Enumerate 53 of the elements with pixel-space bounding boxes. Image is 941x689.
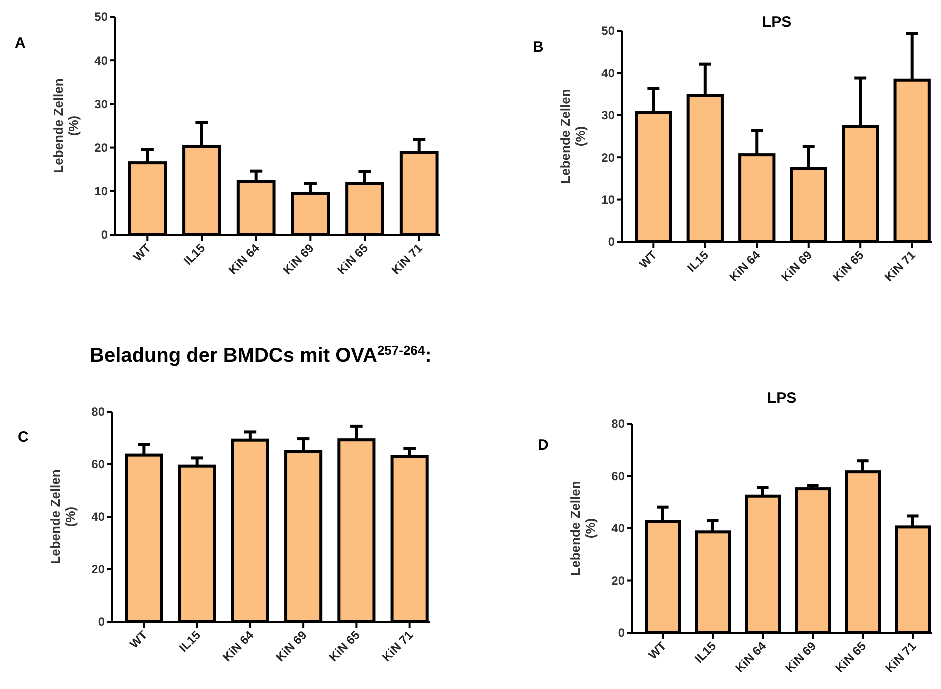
text: B (533, 39, 544, 56)
y-tick-label: 50 (94, 10, 108, 24)
x-tick-label: WT (130, 240, 154, 264)
x-tick-label: KiN 69 (273, 628, 310, 665)
y-tick-label: 60 (92, 458, 106, 472)
x-tick-label: KiN 65 (334, 241, 372, 278)
x-tick-label: KiN 69 (280, 241, 318, 278)
x-tick-label: KiN 69 (782, 639, 820, 676)
x-tick-label: KiN 65 (326, 628, 364, 665)
y-tick-label: 30 (602, 108, 616, 123)
text: D (538, 437, 549, 454)
y-axis-title: Lebende Zellen (%) (51, 78, 82, 174)
x-tick-label: KiN 64 (226, 241, 263, 278)
text: C (18, 429, 29, 446)
x-tick-label: KiN 64 (732, 639, 770, 676)
x-tick-label: KiN 71 (882, 639, 920, 676)
x-tick-label: KiN 65 (832, 639, 870, 676)
y-tick-label: 10 (602, 193, 616, 207)
y-tick-label: 80 (612, 417, 626, 432)
y-tick-label: 0 (101, 228, 108, 242)
y-tick-label: 40 (94, 54, 108, 68)
text: A (15, 35, 26, 52)
y-tick-label: 20 (612, 574, 626, 588)
y-tick-label: 50 (602, 24, 616, 38)
x-tick-label: KiN 71 (380, 628, 416, 665)
y-tick-label: 0 (608, 235, 616, 250)
y-tick-label: 10 (94, 184, 108, 199)
x-tick-label: KiN 65 (830, 248, 867, 285)
x-tick-label: WT (646, 638, 670, 662)
y-tick-label: 80 (92, 405, 106, 420)
y-axis-title: Lebende Zellen (%) (558, 89, 588, 184)
y-axis-title: Lebende Zellen (%) (48, 470, 78, 564)
y-tick-label: 30 (94, 97, 108, 112)
y-tick-label: 40 (602, 66, 616, 80)
y-axis-title: Lebende Zellen (%) (568, 481, 598, 576)
x-tick-label: WT (127, 628, 151, 652)
chart-title: LPS (762, 14, 792, 31)
y-tick-label: 0 (98, 615, 106, 630)
x-tick-label: KiN 69 (778, 248, 816, 285)
x-tick-label: WT (636, 248, 660, 272)
y-tick-label: 20 (92, 562, 106, 577)
chart-title: LPS (767, 390, 797, 407)
x-tick-label: KiN 64 (726, 248, 764, 285)
y-tick-label: 20 (94, 141, 108, 155)
x-tick-label: KiN 71 (882, 248, 919, 285)
x-tick-label: KiN 71 (389, 241, 426, 278)
y-tick-label: 0 (618, 626, 626, 640)
y-tick-label: 60 (612, 469, 626, 484)
y-tick-label: 40 (92, 510, 106, 524)
y-tick-label: 20 (602, 150, 616, 165)
chart-title: Beladung der BMDCs mit OVA$^{257-264}$: (90, 342, 432, 367)
x-tick-label: KiN 64 (220, 628, 257, 665)
y-tick-label: 40 (612, 522, 626, 536)
